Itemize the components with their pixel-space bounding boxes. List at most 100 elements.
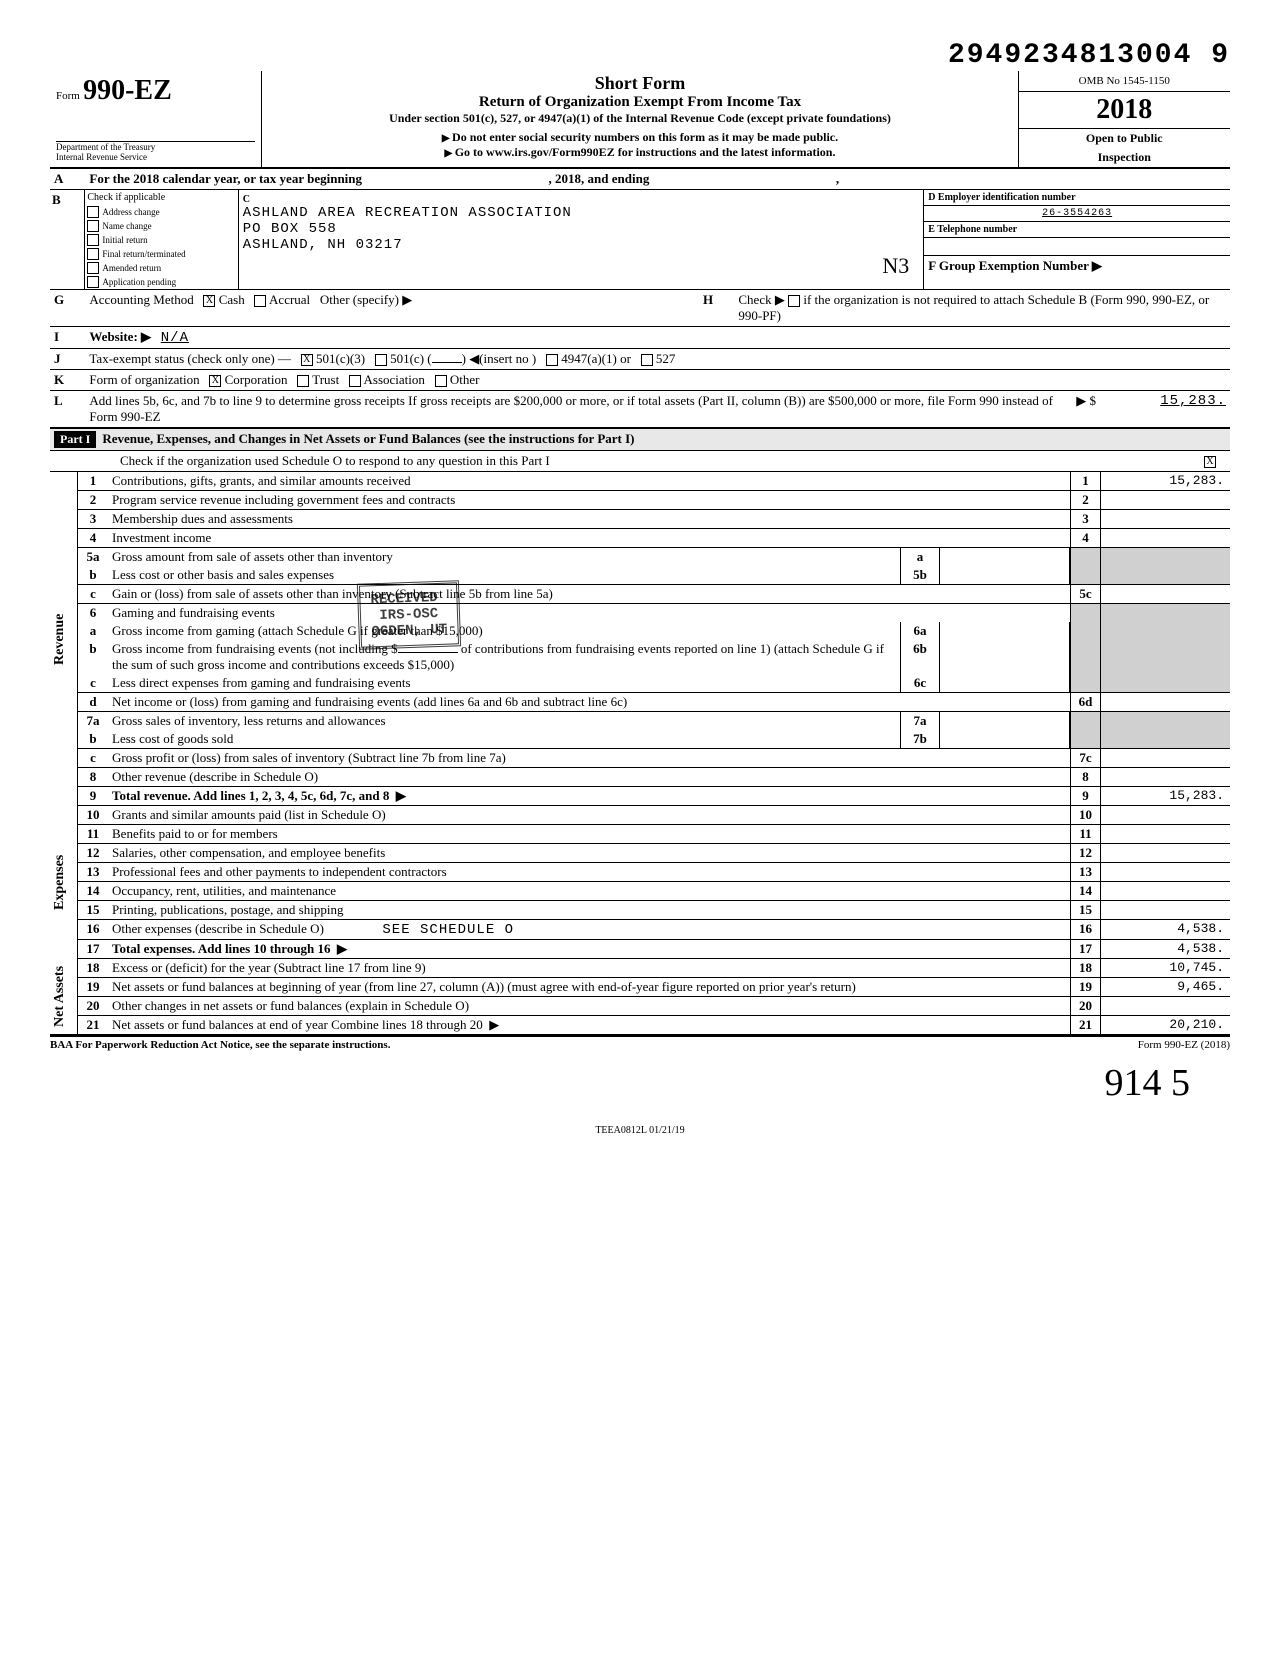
chk-501c3[interactable]: X xyxy=(301,354,313,366)
subtitle: Under section 501(c), 527, or 4947(a)(1)… xyxy=(268,111,1011,126)
part1-body: Revenue RECEIVED IRS-OSC OGDEN, UT 1Cont… xyxy=(50,472,1230,806)
l7b-desc: Less cost of goods sold xyxy=(108,730,900,748)
hand-note-n3: N3 xyxy=(243,253,919,279)
form-prefix: Form xyxy=(56,90,80,102)
chk-assoc[interactable] xyxy=(349,375,361,387)
chk-527[interactable] xyxy=(641,354,653,366)
l13-n: 13 xyxy=(1070,863,1100,881)
l15-desc: Printing, publications, postage, and shi… xyxy=(108,901,1070,919)
part-1-sub: Check if the organization used Schedule … xyxy=(50,451,1200,471)
line-d-label: D Employer identification number xyxy=(924,190,1230,206)
chk-amended-return[interactable] xyxy=(87,262,99,274)
l2-n: 2 xyxy=(1070,491,1100,509)
line-e-label: E Telephone number xyxy=(924,222,1230,238)
l7c-n: 7c xyxy=(1070,749,1100,767)
col-b-checks: Check if applicable Address change Name … xyxy=(85,190,238,289)
lbl-application-pending: Application pending xyxy=(102,277,176,287)
l14-amt xyxy=(1100,882,1230,900)
line-j-text: Tax-exempt status (check only one) — xyxy=(89,351,291,366)
chk-corp[interactable]: X xyxy=(209,375,221,387)
chk-address-change[interactable] xyxy=(87,206,99,218)
chk-application-pending[interactable] xyxy=(87,276,99,288)
l19-desc: Net assets or fund balances at beginning… xyxy=(108,978,1070,996)
lbl-other-method: Other (specify) ▶ xyxy=(320,292,412,307)
received-stamp: RECEIVED IRS-OSC OGDEN, UT xyxy=(357,580,461,650)
chk-cash[interactable]: X xyxy=(203,295,215,307)
chk-trust[interactable] xyxy=(297,375,309,387)
l8-n: 8 xyxy=(1070,768,1100,786)
line-k-row: K Form of organization X Corporation Tru… xyxy=(50,370,1230,391)
lbl-501c-insert: ) ◀(insert no ) xyxy=(462,351,537,366)
chk-final-return[interactable] xyxy=(87,248,99,260)
lbl-501c3: 501(c)(3) xyxy=(316,351,365,366)
section-revenue-label: Revenue xyxy=(50,472,77,806)
l9-desc: Total revenue. Add lines 1, 2, 3, 4, 5c,… xyxy=(108,787,1070,805)
line-b-label: B xyxy=(50,190,85,289)
goto-url: Go to www.irs.gov/Form990EZ for instruct… xyxy=(268,145,1011,160)
l21-amt: 20,210. xyxy=(1100,1016,1230,1034)
l21-n: 21 xyxy=(1070,1016,1100,1034)
l10-desc: Grants and similar amounts paid (list in… xyxy=(108,806,1070,824)
l18-desc: Excess or (deficit) for the year (Subtra… xyxy=(108,959,1070,977)
l7a-desc: Gross sales of inventory, less returns a… xyxy=(108,712,900,730)
line-i-label: I xyxy=(50,327,85,348)
chk-4947[interactable] xyxy=(546,354,558,366)
line-l-arrow: ▶ $ xyxy=(1060,391,1100,427)
section-netassets-label: Net Assets xyxy=(50,959,77,1034)
l8-amt xyxy=(1100,768,1230,786)
l5a-sub: a xyxy=(900,548,940,566)
part-1-sub-row: Check if the organization used Schedule … xyxy=(50,451,1230,472)
lbl-4947: 4947(a)(1) or xyxy=(561,351,631,366)
chk-501c[interactable] xyxy=(375,354,387,366)
lbl-trust: Trust xyxy=(312,372,339,387)
lbl-amended-return: Amended return xyxy=(102,263,161,273)
footer-baa: BAA For Paperwork Reduction Act Notice, … xyxy=(50,1039,390,1051)
omb-no: OMB No 1545-1150 xyxy=(1019,71,1230,92)
chk-name-change[interactable] xyxy=(87,220,99,232)
line-k-label: K xyxy=(50,370,85,390)
org-addr2: ASHLAND, NH 03217 xyxy=(243,237,919,253)
signature: 914 5 xyxy=(50,1061,1230,1105)
line-i-text: Website: ▶ xyxy=(89,329,151,344)
l16-desc: Other expenses (describe in Schedule O) … xyxy=(108,920,1070,939)
line-a-text1: For the 2018 calendar year, or tax year … xyxy=(89,171,362,186)
l7a-sub: 7a xyxy=(900,712,940,730)
l16-amt: 4,538. xyxy=(1100,920,1230,939)
l6-desc: Gaming and fundraising events xyxy=(108,604,1070,622)
l15-amt xyxy=(1100,901,1230,919)
stamp-l3: OGDEN, UT xyxy=(371,622,447,641)
l1-desc: Contributions, gifts, grants, and simila… xyxy=(108,472,1070,490)
line-g-text: Accounting Method xyxy=(89,292,193,307)
l17-amt: 4,538. xyxy=(1100,940,1230,958)
section-bcdef: B Check if applicable Address change Nam… xyxy=(50,190,1230,290)
lbl-501c: 501(c) ( xyxy=(390,351,432,366)
lbl-cash: Cash xyxy=(219,292,245,307)
tax-year: 2018 xyxy=(1019,92,1230,129)
line-j-label: J xyxy=(50,349,85,369)
l8-desc: Other revenue (describe in Schedule O) xyxy=(108,768,1070,786)
l6c-desc: Less direct expenses from gaming and fun… xyxy=(108,674,900,692)
open-public-2: Inspection xyxy=(1019,148,1230,167)
chk-accrual[interactable] xyxy=(254,295,266,307)
chk-schedule-b[interactable] xyxy=(788,295,800,307)
chk-other-org[interactable] xyxy=(435,375,447,387)
l3-desc: Membership dues and assessments xyxy=(108,510,1070,528)
l3-amt xyxy=(1100,510,1230,528)
lbl-accrual: Accrual xyxy=(269,292,310,307)
line-a-text3: , xyxy=(836,171,839,186)
l4-desc: Investment income xyxy=(108,529,1070,547)
l20-desc: Other changes in net assets or fund bala… xyxy=(108,997,1070,1015)
chk-initial-return[interactable] xyxy=(87,234,99,246)
line-j-row: J Tax-exempt status (check only one) — X… xyxy=(50,349,1230,370)
l11-amt xyxy=(1100,825,1230,843)
l6b-desc: Gross income from fundraising events (no… xyxy=(108,640,900,674)
l17-desc: Total expenses. Add lines 10 through 16 … xyxy=(108,940,1070,958)
part-1-title: Revenue, Expenses, and Changes in Net As… xyxy=(102,431,634,448)
chk-schedule-o[interactable]: X xyxy=(1204,456,1216,468)
x-schedule-o: X xyxy=(1206,456,1213,467)
footer-mid: TEEA0812L 01/21/19 xyxy=(50,1125,1230,1136)
lbl-assoc: Association xyxy=(364,372,425,387)
form-990ez-page: 2949234813004 9 Form 990-EZ Department o… xyxy=(50,40,1230,1136)
l20-amt xyxy=(1100,997,1230,1015)
l6d-n: 6d xyxy=(1070,693,1100,711)
